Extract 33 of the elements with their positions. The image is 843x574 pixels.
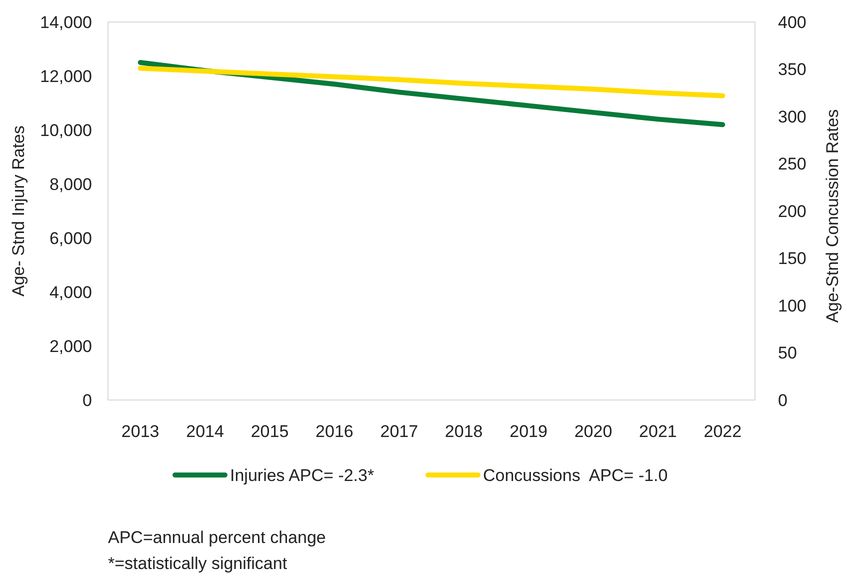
y2-tick-label: 350 — [778, 60, 806, 80]
x-tick-label: 2013 — [121, 422, 160, 441]
y2-tick-label: 400 — [778, 12, 806, 32]
y2-tick-label: 300 — [778, 107, 806, 126]
x-tick-label: 2015 — [250, 422, 289, 441]
y2-tick-label: 150 — [778, 249, 806, 268]
x-tick-label: 2019 — [510, 422, 548, 441]
y2-tick-label: 250 — [778, 154, 806, 174]
x-tick-label: 2017 — [380, 422, 418, 441]
x-tick-label: 2018 — [444, 422, 483, 441]
y2-tick-label: 0 — [778, 390, 788, 410]
x-tick-label: 2022 — [704, 422, 742, 441]
y2-tick-label: 200 — [778, 202, 806, 221]
x-tick-label: 2014 — [186, 422, 224, 441]
x-tick-label: 2016 — [316, 422, 354, 441]
y-tick-label: 4,000 — [49, 282, 92, 302]
y-tick-label: 12,000 — [40, 66, 92, 86]
x-tick-label: 2020 — [574, 422, 612, 441]
legend-label: Injuries APC= -2.3* — [230, 466, 374, 485]
y-axis-title: Age- Stnd Injury Rates — [9, 125, 28, 297]
y-tick-label: 14,000 — [40, 12, 92, 32]
y-tick-label: 0 — [82, 390, 92, 410]
text: *=statistically significant — [108, 554, 288, 573]
y-tick-label: 2,000 — [49, 336, 92, 356]
y2-tick-label: 50 — [778, 344, 797, 363]
y-tick-label: 10,000 — [40, 120, 92, 140]
text: APC=annual percent change — [108, 528, 326, 547]
y2-tick-label: 100 — [778, 296, 806, 316]
y-tick-label: 6,000 — [49, 228, 92, 248]
y-tick-label: 8,000 — [49, 174, 92, 194]
legend-label: Concussions APC= -1.0 — [483, 466, 668, 485]
y2-axis-title: Age-Stnd Concussion Rates — [823, 109, 842, 323]
x-tick-label: 2021 — [639, 422, 677, 441]
